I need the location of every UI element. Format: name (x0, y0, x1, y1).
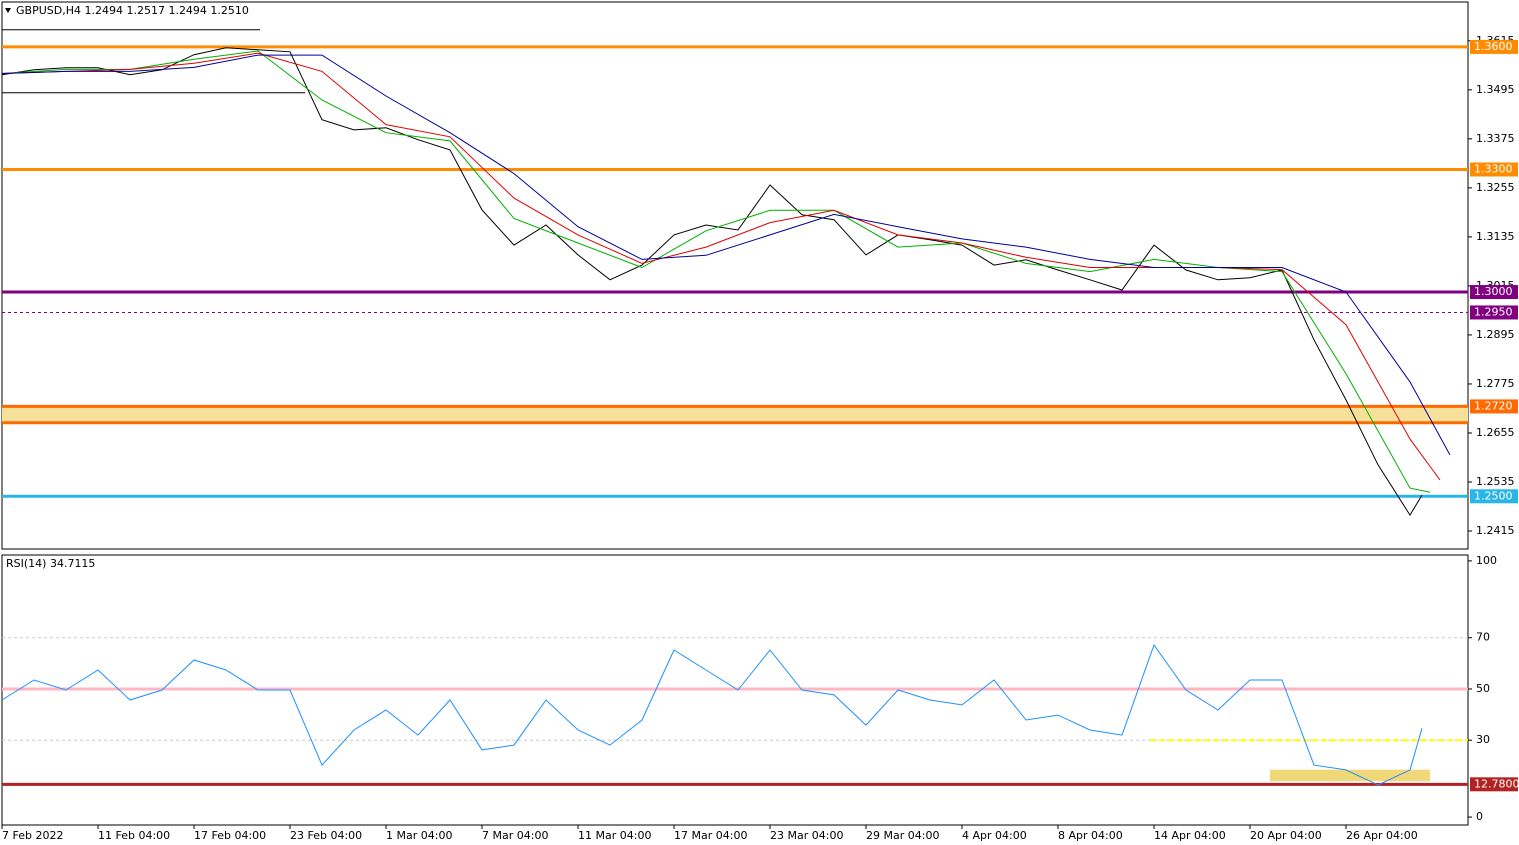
y-tick-label: 100 (1476, 554, 1497, 567)
price-panel (1, 1, 1469, 550)
level-label-box (1470, 489, 1518, 504)
level-label-box (1470, 305, 1518, 320)
zone (1270, 769, 1430, 782)
level-label-box (1470, 777, 1518, 792)
level-label: 1.3000 (1474, 285, 1513, 298)
level-label: 1.3300 (1474, 162, 1513, 175)
x-tick-label: 29 Mar 04:00 (866, 829, 939, 842)
x-tick-label: 7 Mar 04:00 (482, 829, 548, 842)
symbol-menu-arrow[interactable] (5, 8, 11, 13)
level-label-box (1470, 399, 1518, 414)
series-line (1, 50, 1431, 493)
level-label-box (1470, 285, 1518, 300)
y-tick-label: 0 (1476, 810, 1483, 823)
y-tick-label: 30 (1476, 733, 1490, 746)
x-tick-label: 4 Apr 04:00 (962, 829, 1027, 842)
y-tick-label: 1.3255 (1476, 181, 1515, 194)
level-label: 1.2950 (1474, 305, 1513, 318)
level-label: 12.7800 (1474, 777, 1519, 790)
series-line (1, 54, 1451, 456)
zone (2, 406, 1468, 423)
y-tick-label: 1.2655 (1476, 426, 1515, 439)
y-tick-label: 1.2895 (1476, 328, 1515, 341)
y-tick-label: 1.2775 (1476, 377, 1515, 390)
level-label: 1.2500 (1474, 489, 1513, 502)
level-label-box (1470, 39, 1518, 54)
y-tick-label: 1.3495 (1476, 83, 1515, 96)
x-tick-label: 20 Apr 04:00 (1250, 829, 1322, 842)
x-tick-label: 23 Mar 04:00 (770, 829, 843, 842)
x-tick-label: 17 Mar 04:00 (674, 829, 747, 842)
y-tick-label: 50 (1476, 682, 1490, 695)
level-label-box (1470, 162, 1518, 177)
series-line (1, 643, 1423, 786)
price-title: GBPUSD,H4 1.2494 1.2517 1.2494 1.2510 (16, 4, 249, 17)
x-tick-label: 7 Feb 2022 (2, 829, 63, 842)
y-tick-label: 1.3135 (1476, 230, 1515, 243)
x-tick-label: 11 Mar 04:00 (578, 829, 651, 842)
x-tick-label: 1 Mar 04:00 (386, 829, 452, 842)
level-label: 1.3600 (1474, 40, 1513, 53)
x-tick-label: 11 Feb 04:00 (98, 829, 170, 842)
y-tick-label: 1.2415 (1476, 524, 1515, 537)
y-tick-label: 1.3375 (1476, 132, 1515, 145)
x-tick-label: 23 Feb 04:00 (290, 829, 362, 842)
y-tick-label: 70 (1476, 631, 1490, 644)
x-tick-label: 8 Apr 04:00 (1058, 829, 1123, 842)
x-tick-label: 17 Feb 04:00 (194, 829, 266, 842)
x-tick-label: 26 Apr 04:00 (1346, 829, 1418, 842)
series-line (1, 47, 1423, 517)
y-tick-label: 1.2535 (1476, 475, 1515, 488)
rsi-title: RSI(14) 34.7115 (6, 557, 95, 570)
level-label: 1.2720 (1474, 399, 1513, 412)
x-tick-label: 14 Apr 04:00 (1154, 829, 1226, 842)
